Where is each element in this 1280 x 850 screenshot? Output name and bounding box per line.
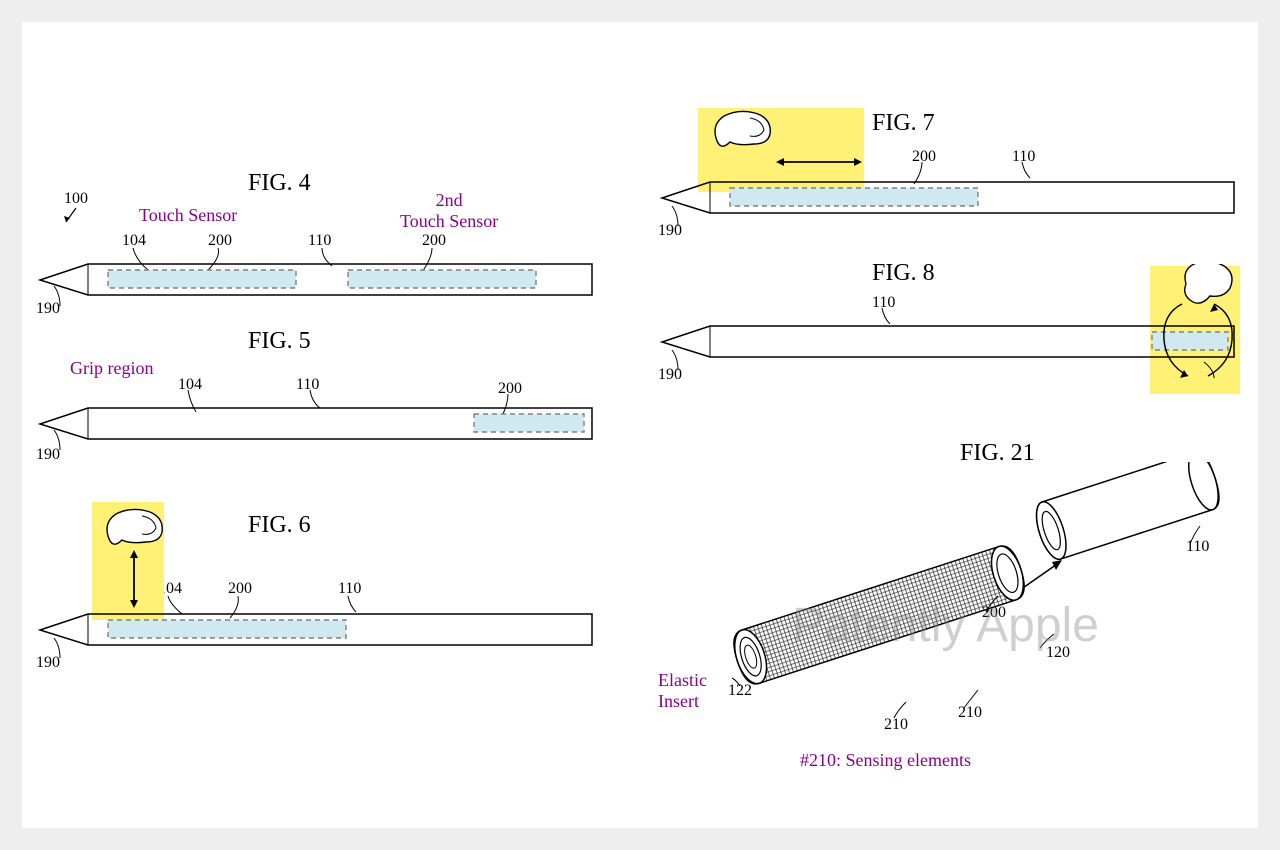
fig21-elastic-label: Elastic Insert [658,670,707,712]
fig5-title: FIG. 5 [248,328,311,355]
fig7-diagram [658,106,1238,236]
fig8-diagram [658,264,1248,404]
watermark: Patently Apple [792,598,1099,653]
fig5-diagram [36,360,596,460]
diagram-canvas: FIG. 4 Touch Sensor 2nd Touch Sensor 100… [22,22,1258,828]
fig6-diagram [36,500,596,670]
fig4-title: FIG. 4 [248,170,311,197]
fig4-diagram [36,200,596,310]
